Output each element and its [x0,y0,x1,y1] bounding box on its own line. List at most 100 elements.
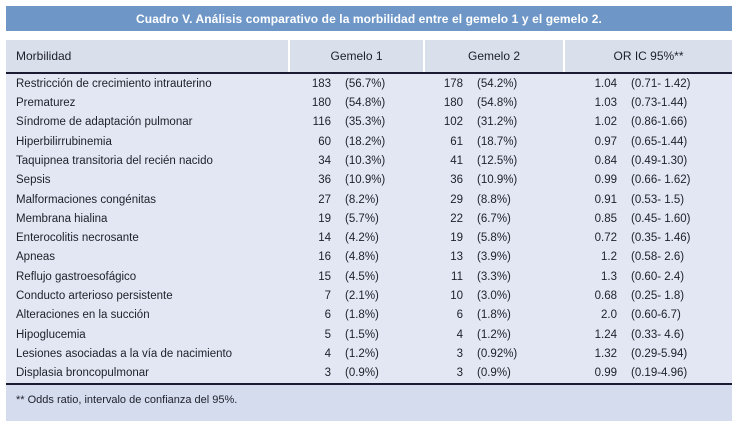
row-morbidity-label: Malformaciones congénitas [16,193,156,206]
gemelo1-percent: (1.2%) [345,348,379,361]
confidence-interval: (0.19-4.96) [631,367,688,380]
confidence-interval: (0.33- 4.6) [631,328,685,341]
confidence-interval: (0.73-1.44) [631,96,688,109]
gemelo1-percent: (56.7%) [345,77,386,90]
confidence-interval: (0.53- 1.5) [631,193,685,206]
odds-ratio-value: 0.72 [594,232,617,245]
table-row: Conducto arterioso persistente 7 (2.1%) 10 (… [6,286,732,305]
gemelo1-count: 116 [312,116,331,129]
gemelo1-percent: (4.8%) [345,251,379,264]
table-row: Lesiones asociadas a la vía de nacimient… [6,344,732,363]
gemelo1-percent: (4.2%) [345,232,379,245]
row-morbidity-label: Reflujo gastroesofágico [16,270,137,283]
gemelo2-count: 180 [443,96,463,109]
confidence-interval: (0.35- 1.46) [631,232,691,245]
gemelo2-percent: (54.8%) [477,96,518,109]
odds-ratio-value: 2.0 [601,309,617,322]
confidence-interval: (0.29-5.94) [631,348,688,361]
odds-ratio-value: 0.91 [594,193,617,206]
gemelo1-count: 5 [324,328,331,341]
footer-divider-rule [6,383,732,385]
row-morbidity-label: Lesiones asociadas a la vía de nacimient… [16,348,233,361]
gemelo1-percent: (10.3%) [345,154,386,167]
table-row: Restricción de crecimiento intrauterino 1… [6,74,732,93]
gemelo2-percent: (3.0%) [477,290,511,303]
confidence-interval: (0.71- 1.42) [631,77,691,90]
confidence-interval: (0.66- 1.62) [631,174,691,187]
gemelo2-percent: (31.2%) [477,116,518,129]
confidence-interval: (0.58- 2.6) [631,251,685,264]
gemelo1-percent: (0.9%) [345,367,379,380]
gemelo2-count: 19 [450,232,463,245]
gemelo2-percent: (1.2%) [477,328,511,341]
table-row: Membrana hialina 19 (5.7%) 22 (6.7%) 0.85 (0.4… [6,209,732,228]
gemelo1-percent: (8.2%) [345,193,379,206]
gemelo2-count: 6 [456,309,463,322]
odds-ratio-value: 1.04 [594,77,617,90]
column-header-gemelo1: Gemelo 1 [290,40,423,72]
column-header-or-ic95: OR IC 95%** [565,40,732,72]
table-row: Apneas 16 (4.8%) 13 (3.9%) 1.2 (0.58- 2.6) [6,248,732,267]
table-row: Hiperbilirrubinemia 60 (18.2%) 61 (18.7%) 0.9… [6,132,732,151]
table-row: Hipoglucemia 5 (1.5%) 4 (1.2%) 1.24 (0.33- 4.6… [6,325,732,344]
odds-ratio-value: 1.02 [594,116,617,129]
odds-ratio-value: 0.99 [594,367,617,380]
gemelo2-count: 3 [456,348,463,361]
table-row: Prematurez 180 (54.8%) 180 (54.8%) 1.03 (0.73-… [6,93,732,112]
gemelo1-count: 3 [324,367,331,380]
table-container: Cuadro V. Análisis comparativo de la mor… [6,6,732,421]
gemelo1-count: 19 [318,212,331,225]
column-header-row: Morbilidad Gemelo 1 Gemelo 2 OR IC 95%** [6,40,732,72]
header-divider-rule [6,72,732,74]
gemelo1-percent: (1.8%) [345,309,379,322]
odds-ratio-value: 0.68 [594,290,617,303]
gemelo1-percent: (5.7%) [345,212,379,225]
gemelo2-count: 10 [450,290,463,303]
row-morbidity-label: Conducto arterioso persistente [16,290,173,303]
row-morbidity-label: Alteraciones en la succión [16,309,150,322]
title-header-gap [6,31,732,40]
confidence-interval: (0.60- 2.4) [631,270,685,283]
row-morbidity-label: Displasia broncopulmonar [16,367,149,380]
gemelo2-count: 13 [450,251,463,264]
column-header-gemelo2: Gemelo 2 [425,40,563,72]
footnote-text: ** Odds ratio, intervalo de confianza de… [16,394,238,406]
gemelo2-percent: (3.9%) [477,251,511,264]
gemelo1-count: 183 [311,77,331,90]
gemelo2-percent: (1.8%) [477,309,511,322]
gemelo2-count: 4 [456,328,463,341]
column-header-morbilidad: Morbilidad [6,40,288,72]
table-row: Reflujo gastroesofágico 15 (4.5%) 11 (3.3%) 1… [6,267,732,286]
table-row: Enterocolitis necrosante 14 (4.2%) 19 (5.8%)… [6,229,732,248]
row-morbidity-label: Prematurez [16,96,76,109]
gemelo1-percent: (4.5%) [345,270,379,283]
table-title-bar: Cuadro V. Análisis comparativo de la mor… [6,6,732,31]
table-row: Taquipnea transitoria del recién nacido 3… [6,151,732,170]
gemelo2-percent: (18.7%) [477,135,518,148]
gemelo2-count: 22 [450,212,463,225]
confidence-interval: (0.25- 1.8) [631,290,685,303]
gemelo1-count: 15 [318,270,331,283]
gemelo1-percent: (54.8%) [345,96,386,109]
odds-ratio-value: 0.97 [594,135,617,148]
gemelo1-count: 180 [311,96,331,109]
odds-ratio-value: 1.03 [594,96,617,109]
gemelo2-percent: (54.2%) [477,77,518,90]
gemelo1-percent: (1.5%) [345,328,379,341]
gemelo2-percent: (3.3%) [477,270,511,283]
table-row: Síndrome de adaptación pulmonar 116 (35.3%… [6,113,732,132]
odds-ratio-value: 1.24 [594,328,617,341]
gemelo2-percent: (12.5%) [477,154,518,167]
row-morbidity-label: Hipoglucemia [16,328,86,341]
confidence-interval: (0.49-1.30) [631,154,688,167]
row-morbidity-label: Síndrome de adaptación pulmonar [16,116,193,129]
table-title: Cuadro V. Análisis comparativo de la mor… [136,11,602,26]
gemelo1-count: 36 [318,174,331,187]
footnote-bar: ** Odds ratio, intervalo de confianza de… [6,385,732,421]
confidence-interval: (0.65-1.44) [631,135,688,148]
gemelo1-count: 14 [318,232,331,245]
gemelo2-percent: (8.8%) [477,193,511,206]
gemelo2-percent: (0.9%) [477,367,511,380]
table-body: Restricción de crecimiento intrauterino 1… [6,74,732,383]
